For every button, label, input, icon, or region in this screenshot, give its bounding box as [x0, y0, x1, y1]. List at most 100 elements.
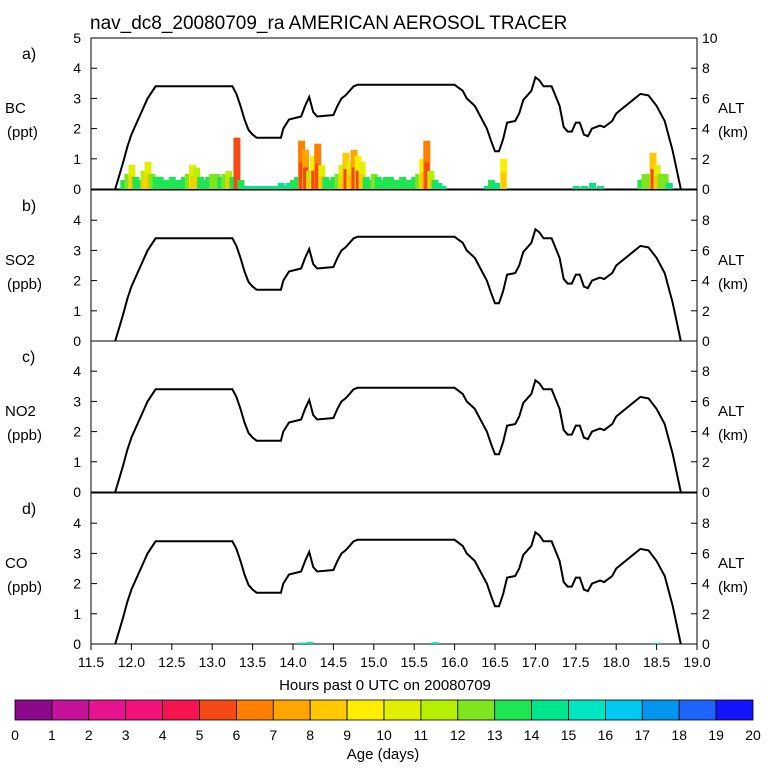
tracer-bar [330, 176, 338, 189]
tracer-bar-core [319, 175, 325, 189]
colorbar: Age (days) 0 1 2 3 4 5 6 7 8 9 10 11 12 13 14 15 16 17 18 1… [11, 699, 761, 763]
tracer-bar [306, 641, 314, 644]
unit-label: (ppt) [7, 124, 38, 141]
tracer-bar [294, 176, 302, 189]
tracer-bar [152, 176, 160, 189]
tracer-bar [597, 185, 605, 189]
tracer-bar [334, 173, 342, 189]
tracer-bar [298, 642, 306, 644]
tracer-bar [205, 176, 213, 189]
panel-frame [90, 37, 698, 190]
species-label: SO2 [5, 252, 35, 269]
panel-a: 0 1 2 3 4 5 0 2 4 6 8 10 a) BC (ppt) ALT (km) [5, 30, 748, 197]
species-label: NO2 [5, 403, 36, 420]
right-tick-label: 8 [702, 60, 710, 76]
tracer-bar [148, 173, 156, 189]
tracer-series [120, 137, 673, 189]
x-tick-label: 13.0 [199, 654, 226, 670]
tracer-bar [237, 179, 245, 189]
tracer-bar [487, 179, 495, 189]
tracer-bar [180, 176, 188, 189]
tracer-bar-core [654, 175, 660, 189]
colorbar-swatch [309, 699, 348, 721]
tracer-bar [160, 179, 168, 189]
colorbar-swatch [678, 699, 717, 721]
unit-label: (ppb) [7, 579, 42, 596]
x-tick-label: 14.5 [320, 654, 347, 670]
colorbar-tick-label: 9 [343, 727, 351, 743]
colorbar-tick-label: 19 [708, 727, 724, 743]
colorbar-tick-label: 0 [11, 727, 19, 743]
x-tick-label: 17.0 [522, 654, 549, 670]
alt-label: ALT [718, 555, 744, 572]
tracer-bar [229, 176, 237, 189]
alt-label: ALT [718, 403, 744, 420]
tracer-bar-core [343, 169, 349, 189]
tracer-bar [572, 185, 580, 189]
tracer-bar [439, 185, 447, 189]
tracer-bar [197, 176, 205, 189]
tracer-bar-core [129, 175, 135, 189]
tracer-bar [136, 179, 144, 189]
colorbar-tick-label: 1 [48, 727, 56, 743]
right-tick-label: 6 [702, 90, 710, 106]
altitude-line [114, 530, 682, 645]
x-tick-label: 18.0 [603, 654, 630, 670]
right-tick-label: 8 [702, 363, 710, 379]
left-tick-label: 1 [73, 606, 81, 622]
tracer-bar [273, 185, 281, 189]
tracer-bar [661, 173, 669, 189]
tracer-bar [326, 179, 334, 189]
colorbar-tick-label: 6 [233, 727, 241, 743]
alt-unit-label: (km) [718, 427, 748, 444]
tracer-bar-core [501, 172, 507, 189]
colorbar-tick-label: 3 [122, 727, 130, 743]
colorbar-swatch [199, 699, 237, 721]
right-tick-label: 4 [702, 424, 710, 440]
right-tick-label: 2 [702, 606, 710, 622]
tracer-bar-core [226, 179, 232, 189]
tracer-bar [645, 173, 653, 189]
tracer-bar-core [351, 167, 357, 189]
right-tick-label: 8 [702, 515, 710, 531]
panel-frame [90, 492, 698, 645]
panel-d: 0 1 2 3 4 0 2 4 6 8 d) CO (ppb) ALT (km) [5, 492, 748, 652]
tracer-bar [176, 179, 184, 189]
x-tick-label: 15.5 [401, 654, 428, 670]
right-tick-label: 4 [702, 121, 710, 137]
colorbar-swatch [568, 699, 606, 721]
right-tick-label: 0 [702, 636, 710, 652]
tracer-bar-core [190, 175, 195, 189]
colorbar-tick-label: 12 [450, 727, 466, 743]
panel-label: c) [22, 349, 35, 366]
tracer-bar-core [339, 175, 345, 189]
tracer-series [298, 641, 661, 644]
left-tick-label: 3 [73, 545, 81, 561]
alt-unit-label: (km) [718, 124, 748, 141]
tracer-bar [378, 179, 386, 189]
tracer-bar [184, 173, 192, 189]
tracer-bar [164, 179, 172, 189]
colorbar-swatch [641, 699, 680, 721]
colorbar-tick-label: 18 [671, 727, 687, 743]
right-tick-label: 6 [702, 545, 710, 561]
colorbar-swatch [88, 699, 127, 721]
right-tick-label: 2 [702, 303, 710, 319]
right-tick-label: 0 [702, 333, 710, 349]
tracer-bar [653, 642, 661, 644]
left-tick-label: 0 [73, 636, 81, 652]
colorbar-tick-label: 20 [745, 727, 761, 743]
tracer-bar [124, 173, 132, 189]
tracer-bar [265, 185, 273, 189]
colorbar-tick-label: 5 [196, 727, 204, 743]
colorbar-tick-label: 11 [414, 727, 429, 743]
tracer-bar [277, 182, 285, 189]
tracer-bar [665, 182, 673, 189]
tracer-bar [209, 173, 217, 189]
colorbar-tick-label: 17 [635, 727, 651, 743]
tracer-bar [221, 173, 229, 189]
tracer-bar [213, 173, 221, 189]
alt-label: ALT [718, 252, 744, 269]
panel-label: a) [22, 46, 36, 63]
colorbar-swatch [235, 699, 274, 721]
